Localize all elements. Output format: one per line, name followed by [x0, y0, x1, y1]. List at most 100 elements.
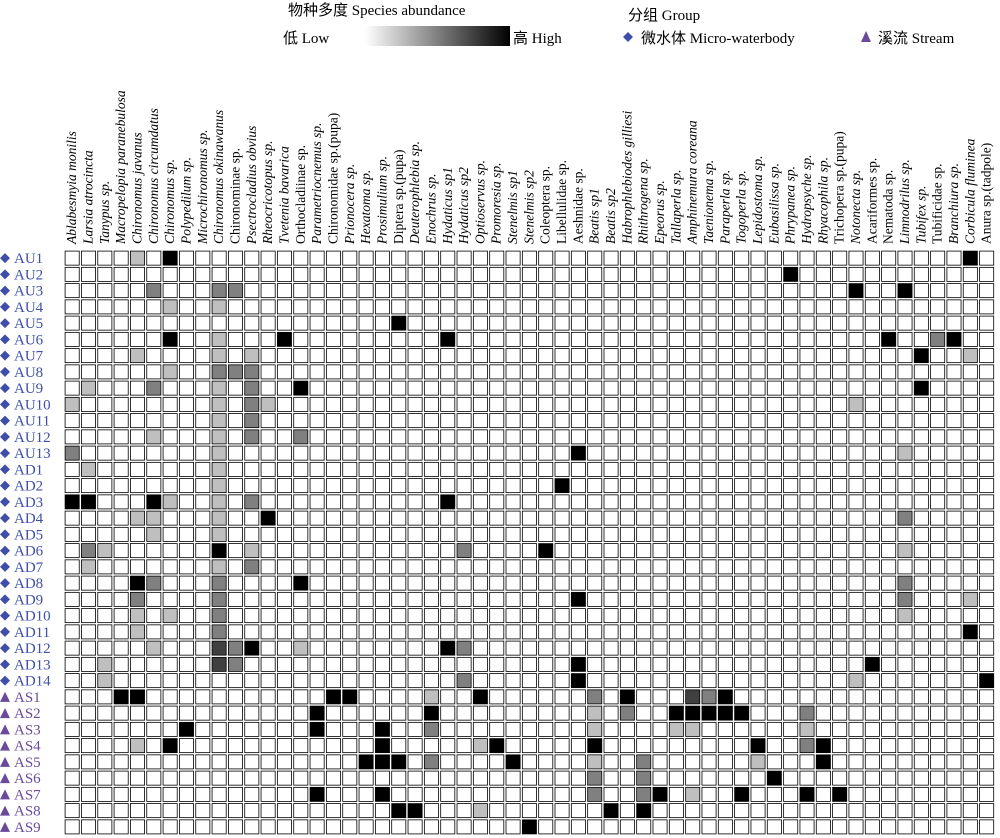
heatmap-cell — [881, 380, 897, 396]
group-legend: 分组 Group 微水体 Micro-waterbody 溪流 Stream — [623, 7, 955, 47]
heatmap-cell — [881, 543, 897, 559]
heatmap-cell — [913, 396, 929, 412]
heatmap-cell — [81, 689, 96, 705]
heatmap-cell — [603, 721, 619, 737]
heatmap-cell — [211, 299, 227, 315]
heatmap-cell — [342, 803, 358, 819]
heatmap-cell — [521, 380, 537, 396]
heatmap-cell — [113, 803, 129, 819]
heatmap-cell — [946, 396, 962, 412]
heatmap-cell — [505, 250, 521, 266]
heatmap-cell — [538, 331, 554, 347]
heatmap-cell — [195, 786, 211, 802]
heatmap-cell — [64, 494, 80, 510]
heatmap-cell — [244, 526, 260, 542]
heatmap-cell — [570, 510, 586, 526]
heatmap-cell — [766, 445, 782, 461]
heatmap-cell — [276, 461, 292, 477]
heatmap-cell — [636, 396, 652, 412]
row-label: AU1 — [14, 251, 43, 267]
heatmap-cell — [864, 673, 880, 689]
heatmap-cell — [81, 721, 96, 737]
heatmap-cell — [423, 299, 439, 315]
heatmap-cell — [472, 656, 488, 672]
heatmap-cell — [162, 299, 178, 315]
heatmap-cell — [130, 331, 145, 347]
heatmap-cell — [946, 689, 962, 705]
heatmap-cell — [423, 445, 439, 461]
heatmap-cell — [162, 494, 178, 510]
heatmap-cell — [211, 478, 227, 494]
heatmap-cell — [848, 770, 864, 786]
heatmap-cell — [64, 656, 80, 672]
heatmap-cell — [848, 315, 864, 331]
heatmap-cell — [505, 429, 521, 445]
heatmap-cell — [309, 526, 325, 542]
column-label: Chironomus okinawanus — [211, 110, 226, 244]
heatmap-cell — [162, 738, 178, 754]
heatmap-cell — [979, 380, 995, 396]
heatmap-cell — [897, 478, 913, 494]
heatmap-cell — [864, 819, 880, 835]
heatmap-cell — [456, 494, 472, 510]
heatmap-cell — [407, 786, 423, 802]
heatmap-cell — [636, 754, 652, 770]
heatmap-cell — [881, 283, 897, 299]
heatmap-cell — [750, 266, 766, 282]
heatmap-cell — [325, 283, 341, 299]
heatmap-cell — [619, 770, 635, 786]
heatmap-cell — [456, 770, 472, 786]
heatmap-cell — [260, 364, 276, 380]
row-label: AD8 — [14, 576, 43, 592]
heatmap-cell — [162, 786, 178, 802]
heatmap-cell — [832, 803, 848, 819]
heatmap-cell — [717, 819, 733, 835]
heatmap-cell — [505, 754, 521, 770]
heatmap-cell — [276, 380, 292, 396]
heatmap-cell — [652, 608, 668, 624]
heatmap-cell — [81, 266, 96, 282]
heatmap-cell — [864, 803, 880, 819]
heatmap-cell — [848, 526, 864, 542]
heatmap-cell — [636, 819, 652, 835]
diamond-icon — [0, 415, 10, 426]
heatmap-cell — [97, 738, 113, 754]
heatmap-cell — [701, 738, 717, 754]
heatmap-cell — [930, 624, 946, 640]
heatmap-cell — [668, 348, 684, 364]
heatmap-cell — [766, 786, 782, 802]
heatmap-cell — [701, 348, 717, 364]
heatmap-cell — [848, 510, 864, 526]
heatmap-cell — [799, 559, 815, 575]
heatmap-cell — [407, 283, 423, 299]
heatmap-cell — [913, 494, 929, 510]
heatmap-cell — [913, 429, 929, 445]
heatmap-cell — [587, 591, 603, 607]
heatmap-cell — [815, 396, 831, 412]
column-label: Amphinemura coreana — [685, 120, 700, 245]
heatmap-cell — [211, 364, 227, 380]
heatmap-cell — [146, 721, 162, 737]
heatmap-cell — [668, 786, 684, 802]
heatmap-cell — [146, 786, 162, 802]
heatmap-cell — [244, 656, 260, 672]
heatmap-cell — [97, 299, 113, 315]
heatmap-cell — [358, 494, 374, 510]
heatmap-cell — [930, 510, 946, 526]
heatmap-cell — [358, 461, 374, 477]
heatmap-cell — [946, 413, 962, 429]
heatmap-cell — [538, 315, 554, 331]
heatmap-cell — [734, 526, 750, 542]
heatmap-cell — [489, 591, 505, 607]
heatmap-cell — [734, 705, 750, 721]
heatmap-cell — [195, 396, 211, 412]
heatmap-cell — [64, 754, 80, 770]
heatmap-cell — [456, 380, 472, 396]
heatmap-cell — [783, 689, 799, 705]
heatmap-cell — [587, 575, 603, 591]
heatmap-cell — [456, 754, 472, 770]
diamond-icon — [0, 318, 10, 329]
heatmap-cell — [244, 624, 260, 640]
heatmap-cell — [930, 575, 946, 591]
